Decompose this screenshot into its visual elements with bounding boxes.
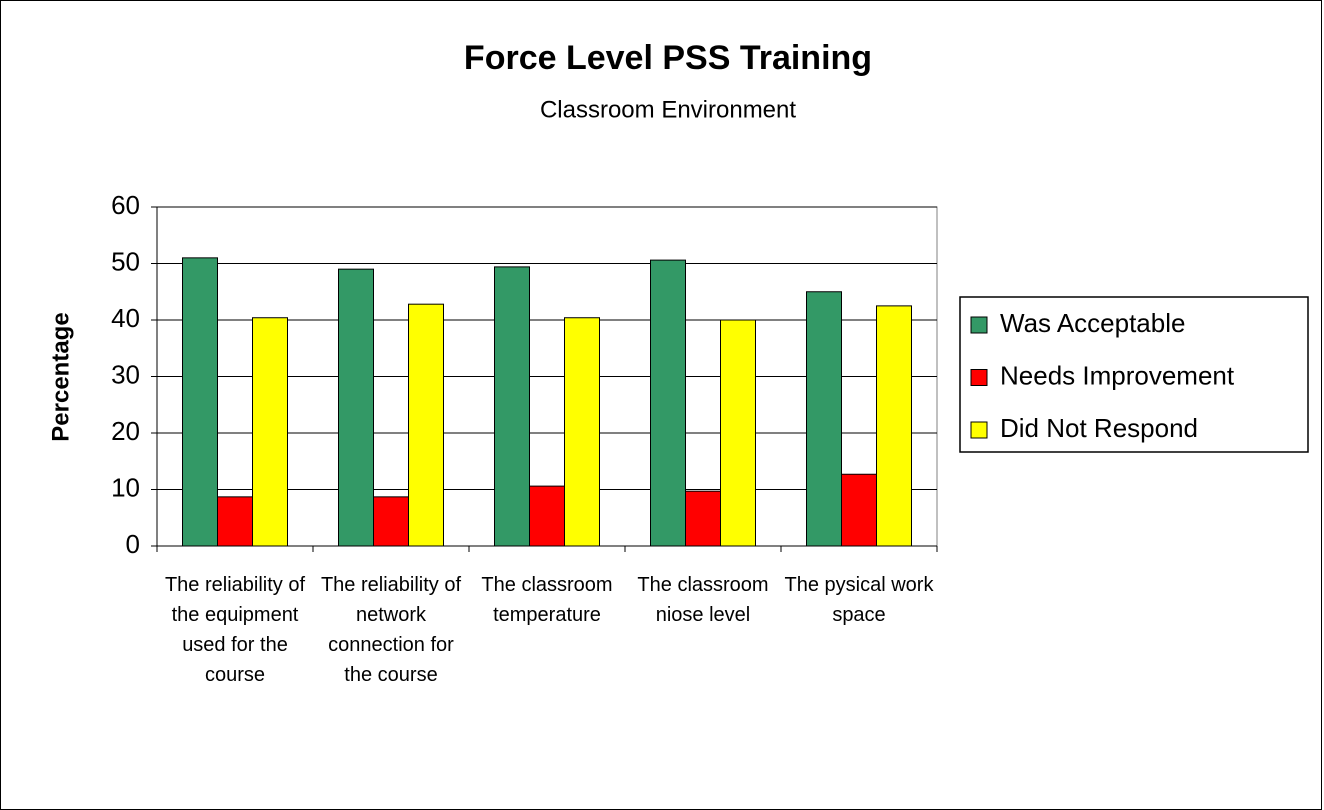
y-tick-label: 60 <box>111 190 140 220</box>
y-tick-label: 10 <box>111 472 140 502</box>
bar <box>876 305 912 547</box>
y-tick-label: 0 <box>126 529 140 559</box>
x-tick-label: The classroom niose level <box>637 574 769 626</box>
y-tick-label: 20 <box>111 416 140 446</box>
y-tick-label: 50 <box>111 246 140 276</box>
legend-swatch <box>970 316 988 334</box>
bar <box>685 490 721 547</box>
bar <box>182 257 218 547</box>
legend-label: Needs Improvement <box>1000 360 1235 390</box>
bar <box>217 496 253 547</box>
x-tick-label: The pysical work space <box>784 574 934 626</box>
bar <box>564 317 600 547</box>
y-tick-label: 40 <box>111 303 140 333</box>
bar <box>841 473 877 547</box>
legend-swatch <box>970 369 988 386</box>
bar <box>650 259 686 547</box>
chart-title: Force Level PSS Training <box>464 39 872 77</box>
bar <box>494 266 530 547</box>
legend-label: Did Not Respond <box>1000 413 1198 443</box>
x-tick-label: The reliability of the equipment used fo… <box>164 574 306 686</box>
legend-label: Was Acceptable <box>1000 308 1185 338</box>
x-tick-label: The classroom temperature <box>481 574 613 626</box>
y-tick-label: 30 <box>111 359 140 389</box>
y-axis-label: Percentage <box>47 312 74 441</box>
bar <box>408 303 444 547</box>
bar <box>338 268 374 547</box>
legend-swatch <box>970 421 988 439</box>
chart-subtitle: Classroom Environment <box>540 96 796 123</box>
bar <box>529 485 565 547</box>
bar <box>806 291 842 547</box>
legend-box <box>959 296 1309 453</box>
bar <box>252 317 288 547</box>
bar <box>373 496 409 547</box>
bar <box>720 319 756 547</box>
x-tick-label: The reliability of network connection fo… <box>320 574 462 686</box>
